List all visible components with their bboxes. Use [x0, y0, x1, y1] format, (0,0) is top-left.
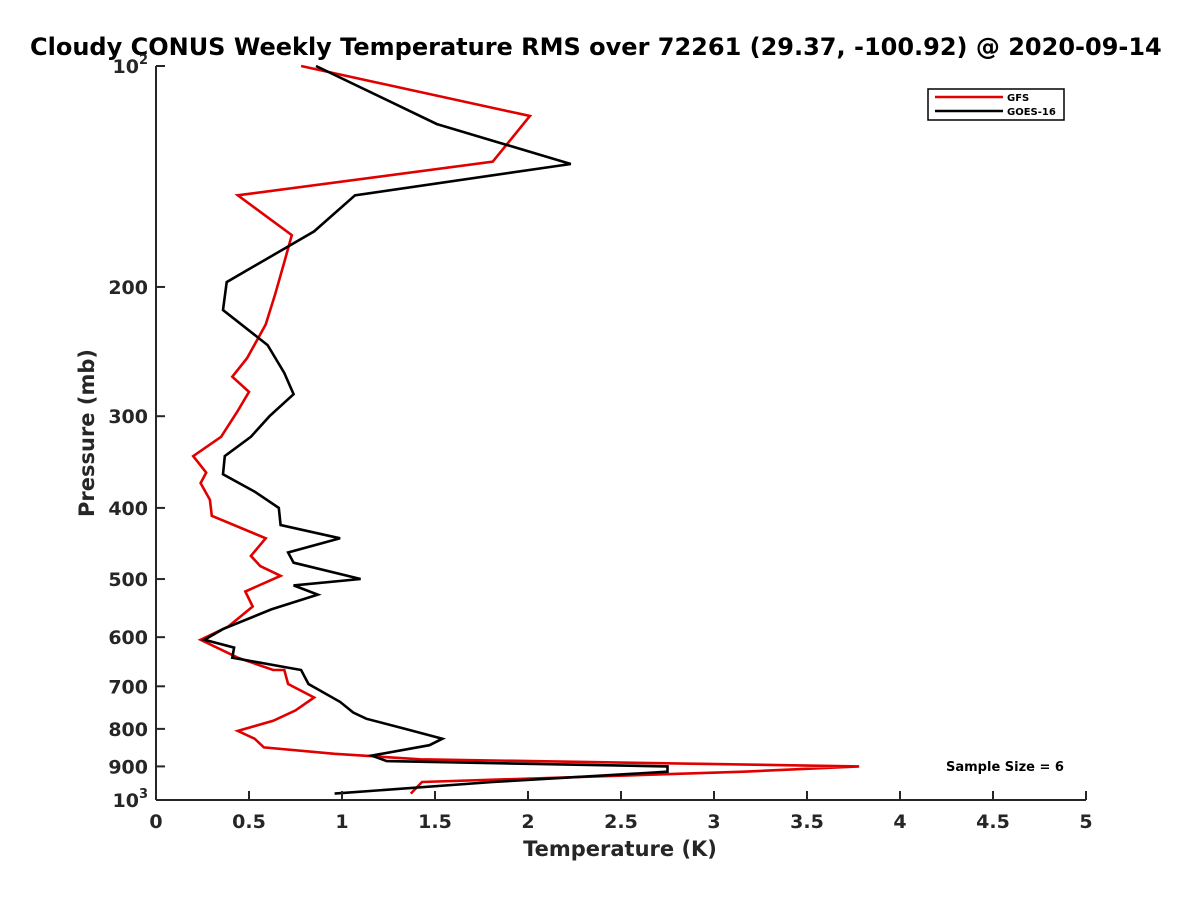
y-tick-exponent: 2: [139, 53, 148, 68]
y-tick-label: 800: [108, 719, 148, 741]
x-tick-label: 4.5: [976, 811, 1010, 833]
series-line-0: [191, 64, 860, 795]
x-tick-label: 0: [149, 811, 162, 833]
x-axis-label: Temperature (K): [523, 837, 717, 861]
y-tick-label: 500: [108, 569, 148, 591]
legend: GFS GOES-16: [927, 88, 1065, 121]
x-tick-label: 1.5: [418, 811, 452, 833]
x-tick-label: 5: [1079, 811, 1092, 833]
legend-label-1: GOES-16: [1007, 107, 1056, 118]
y-tick-label: 400: [108, 498, 148, 520]
y-tick-base: 10: [113, 790, 139, 812]
y-tick-base: 10: [113, 56, 139, 78]
axes-layer: 0 0.5 1 1.5 2 2.5 3 3.5 4 4.5 51022003004005006007…: [108, 53, 1092, 833]
chart-title: Cloudy CONUS Weekly Temperature RMS over…: [30, 33, 1162, 61]
y-tick-label: 102: [113, 53, 149, 78]
y-tick-label: 200: [108, 277, 148, 299]
y-tick-label: 300: [108, 406, 148, 428]
x-tick-label: 0.5: [232, 811, 266, 833]
y-tick-label: 900: [108, 756, 148, 778]
legend-label-0: GFS: [1007, 93, 1029, 104]
x-tick-label: 2: [521, 811, 534, 833]
y-tick-label: 103: [113, 787, 149, 812]
legend-box: [927, 88, 1065, 121]
y-tick-label: 700: [108, 676, 148, 698]
x-tick-label: 4: [893, 811, 906, 833]
x-tick-label: 3.5: [790, 811, 824, 833]
series-layer: [191, 64, 860, 795]
x-tick-label: 3: [707, 811, 720, 833]
y-tick-label: 600: [108, 627, 148, 649]
series-line-1: [201, 64, 669, 795]
sample-size-annotation: Sample Size = 6: [946, 760, 1064, 775]
x-tick-label: 2.5: [604, 811, 638, 833]
y-axis-label: Pressure (mb): [75, 349, 99, 517]
y-tick-exponent: 3: [139, 787, 148, 802]
x-tick-label: 1: [335, 811, 348, 833]
